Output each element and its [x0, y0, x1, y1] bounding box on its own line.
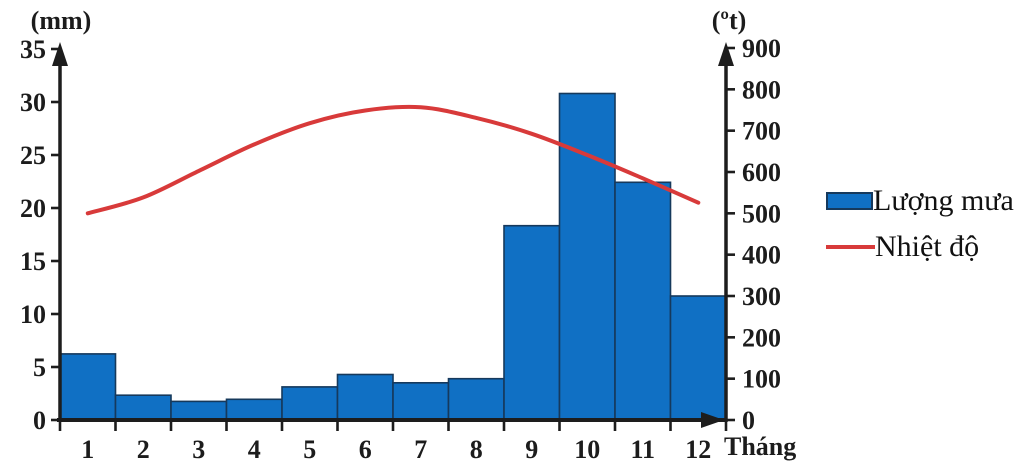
month-label: 9 — [525, 435, 538, 464]
left-axis-tick-label: 25 — [20, 141, 46, 170]
left-axis-tick-label: 30 — [20, 88, 46, 117]
right-axis-tick-label: 800 — [742, 75, 781, 104]
right-axis-tick-label: 200 — [742, 323, 781, 352]
bar-month-12 — [669, 295, 727, 421]
right-axis-arrow-icon — [718, 42, 734, 66]
month-label: 2 — [137, 435, 150, 464]
month-label: 6 — [359, 435, 372, 464]
bar-month-1 — [59, 353, 117, 421]
left-axis-tick-label: 5 — [33, 353, 46, 382]
bar-month-9 — [503, 224, 561, 421]
bar-month-2 — [114, 394, 172, 421]
bar-month-6 — [336, 373, 394, 421]
bar-month-3 — [170, 400, 228, 421]
bar-month-11 — [614, 181, 672, 421]
right-axis-title: (ºt) — [711, 6, 747, 35]
month-label: 5 — [303, 435, 316, 464]
chart-legend: Lượng mưa Nhiệt độ — [826, 186, 1014, 262]
legend-item-temperature: Nhiệt độ — [826, 232, 1014, 262]
left-axis-title: (mm) — [30, 6, 92, 35]
left-axis-tick-label: 0 — [33, 406, 46, 435]
right-axis-tick-label: 900 — [742, 34, 781, 63]
month-label: 8 — [470, 435, 483, 464]
bar-month-7 — [392, 381, 450, 421]
month-label: 11 — [630, 435, 655, 464]
temperature-swatch-icon — [826, 245, 875, 249]
right-axis-tick-label: 600 — [742, 158, 781, 187]
legend-item-rainfall: Lượng mưa — [826, 186, 1014, 216]
bar-month-5 — [281, 386, 339, 421]
month-label: 12 — [685, 435, 711, 464]
x-axis-title: Tháng — [724, 432, 797, 461]
bar-month-10 — [558, 92, 616, 421]
month-label: 10 — [574, 435, 600, 464]
right-axis-tick-label: 300 — [742, 282, 781, 311]
bar-month-4 — [225, 398, 283, 421]
temperature-legend-label: Nhiệt độ — [875, 230, 980, 263]
month-label: 4 — [248, 435, 261, 464]
month-label: 1 — [81, 435, 94, 464]
right-axis-tick-label: 500 — [742, 199, 781, 228]
rainfall-swatch-icon — [826, 192, 873, 210]
left-axis-tick-label: 20 — [20, 194, 46, 223]
right-axis-tick-label: 400 — [742, 241, 781, 270]
right-axis-tick-label: 700 — [742, 117, 781, 146]
rainfall-legend-label: Lượng mưa — [873, 184, 1014, 217]
month-label: 7 — [414, 435, 427, 464]
left-axis-tick-label: 10 — [20, 300, 46, 329]
bar-month-8 — [447, 377, 505, 421]
right-axis-tick-label: 100 — [742, 365, 781, 394]
right-axis-tick-label: 0 — [742, 406, 755, 435]
left-axis-arrow-icon — [52, 42, 68, 66]
x-axis-arrow-icon — [701, 412, 724, 428]
temperature-line — [85, 104, 701, 216]
left-axis-tick-label: 35 — [20, 35, 46, 64]
month-label: 3 — [192, 435, 205, 464]
left-axis-tick-label: 15 — [20, 247, 46, 276]
